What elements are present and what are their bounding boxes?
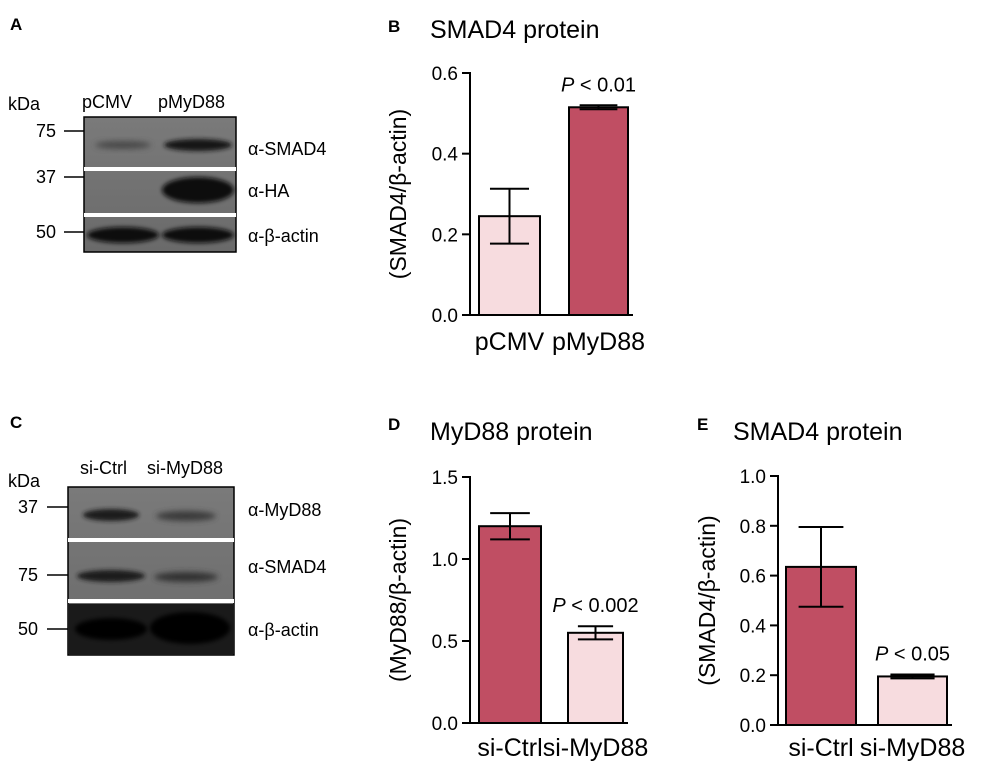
bar: [785, 565, 857, 727]
blot-band: [156, 511, 216, 521]
y-axis-label: (MyD88/β-actin): [385, 518, 411, 682]
y-tick-label: 1.0: [432, 550, 458, 571]
western-blot-c: kDa si-Ctrl si-MyD88 37 75 50 α-MyD88 α-…: [8, 458, 326, 656]
y-tick-label: 0.5: [432, 632, 458, 653]
blot-separator: [68, 538, 234, 542]
bar-chart-d: MyD88 protein (MyD88/β-actin) 0.0 0.5 1.0 1.5…: [385, 418, 648, 762]
western-blot-a: kDa pCMV pMyD88 75 37 50 α-SMAD4 α-HA α-…: [8, 92, 326, 253]
antibody-label: α-SMAD4: [248, 557, 326, 577]
blot-band: [162, 177, 234, 203]
panel-letter-d: D: [388, 415, 400, 434]
y-tick-label: 0.2: [740, 666, 766, 687]
marker-label: 50: [18, 619, 38, 639]
y-tick-label: 0.0: [432, 714, 458, 735]
blot-band: [75, 618, 147, 640]
p-value-annotation: P < 0.002: [552, 595, 638, 617]
p-value-text: < 0.01: [574, 74, 636, 96]
marker-label: 37: [18, 497, 38, 517]
y-tick-label: 1.5: [432, 468, 458, 489]
p-value-text: < 0.05: [888, 643, 950, 665]
panel-letter-e: E: [697, 415, 708, 434]
antibody-label: α-β-actin: [248, 620, 319, 640]
blot-separator: [84, 167, 236, 171]
y-tick-label: 0.8: [740, 517, 766, 538]
category-label: pCMV: [475, 328, 545, 356]
antibody-label: α-β-actin: [248, 226, 319, 246]
bar-chart-b: SMAD4 protein (SMAD4/β-actin) 0.0 0.2 0.4 0.6…: [385, 16, 645, 356]
blot-separator: [68, 599, 234, 603]
bar: [568, 106, 629, 316]
p-value-symbol: P: [552, 595, 566, 617]
blot-band: [162, 227, 234, 243]
y-tick-label: 0.0: [740, 716, 766, 737]
antibody-label: α-SMAD4: [248, 139, 326, 159]
lane-label: si-Ctrl: [80, 458, 127, 478]
bar: [567, 631, 624, 724]
bar: [478, 525, 542, 725]
marker-label: 75: [18, 565, 38, 585]
lane-label: si-MyD88: [147, 458, 223, 478]
chart-title: MyD88 protein: [430, 418, 593, 446]
y-tick-label: 0.4: [432, 145, 459, 166]
p-value-annotation: P < 0.05: [875, 643, 950, 665]
category-label: pMyD88: [552, 328, 645, 356]
y-tick-label: 0.2: [432, 225, 458, 246]
p-value-symbol: P: [561, 74, 575, 96]
blot-band: [164, 139, 232, 151]
panel-letter-c: C: [10, 413, 22, 432]
p-value-annotation: P < 0.01: [561, 74, 636, 96]
marker-label: 50: [36, 222, 56, 242]
blot-band: [150, 612, 230, 644]
y-tick-label: 0.0: [432, 306, 458, 327]
antibody-label: α-MyD88: [248, 500, 321, 520]
chart-title: SMAD4 protein: [733, 418, 903, 446]
chart-title: SMAD4 protein: [430, 16, 600, 44]
y-tick-label: 1.0: [740, 467, 766, 488]
lane-label: pCMV: [82, 92, 132, 112]
blot-band: [154, 572, 218, 582]
marker-label: 75: [36, 121, 56, 141]
p-value-symbol: P: [875, 643, 889, 665]
category-label: si-MyD88: [543, 734, 649, 762]
y-axis-label: (SMAD4/β-actin): [694, 515, 720, 685]
panel-letter-a: A: [10, 15, 22, 34]
marker-label: 37: [36, 167, 56, 187]
blot-band: [83, 509, 139, 521]
antibody-label: α-HA: [248, 181, 289, 201]
blot-band: [77, 570, 145, 582]
y-tick-label: 0.6: [432, 64, 458, 85]
category-label: si-Ctrl: [788, 734, 853, 762]
blot-separator: [84, 213, 236, 217]
panel-letter-b: B: [388, 17, 400, 36]
blot-band: [87, 227, 159, 243]
bar: [877, 675, 948, 727]
y-axis-label: (SMAD4/β-actin): [385, 109, 411, 279]
p-value-text: < 0.002: [566, 595, 639, 617]
kda-label: kDa: [8, 471, 41, 491]
y-tick-label: 0.6: [740, 567, 766, 588]
bar-chart-e: SMAD4 protein (SMAD4/β-actin) 0.0 0.2 0.4 0.6…: [694, 418, 965, 762]
lane-label: pMyD88: [158, 92, 225, 112]
y-tick-label: 0.4: [740, 616, 767, 637]
category-label: si-MyD88: [860, 734, 966, 762]
kda-label: kDa: [8, 94, 41, 114]
category-label: si-Ctrl: [477, 734, 542, 762]
blot-band: [95, 141, 151, 149]
